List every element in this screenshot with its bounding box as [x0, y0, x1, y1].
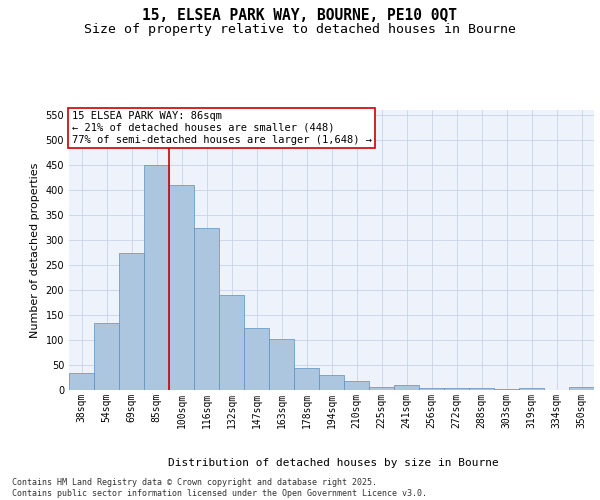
Bar [119, 252, 144, 390]
Bar [569, 387, 594, 390]
Text: Size of property relative to detached houses in Bourne: Size of property relative to detached ho… [84, 22, 516, 36]
Bar [369, 386, 394, 390]
Y-axis label: Number of detached properties: Number of detached properties [30, 162, 40, 338]
Text: 15, ELSEA PARK WAY, BOURNE, PE10 0QT: 15, ELSEA PARK WAY, BOURNE, PE10 0QT [143, 8, 458, 22]
Bar [144, 165, 169, 390]
Bar [69, 372, 94, 390]
Bar [94, 322, 119, 390]
Bar [269, 338, 294, 390]
Text: Distribution of detached houses by size in Bourne: Distribution of detached houses by size … [167, 458, 499, 468]
Bar [469, 388, 494, 390]
Bar [294, 368, 319, 390]
Bar [219, 295, 244, 390]
Text: Contains HM Land Registry data © Crown copyright and database right 2025.
Contai: Contains HM Land Registry data © Crown c… [12, 478, 427, 498]
Bar [194, 228, 219, 390]
Bar [519, 388, 544, 390]
Bar [494, 388, 519, 390]
Bar [444, 388, 469, 390]
Bar [319, 375, 344, 390]
Bar [169, 185, 194, 390]
Bar [244, 328, 269, 390]
Bar [394, 385, 419, 390]
Bar [419, 388, 444, 390]
Bar [344, 381, 369, 390]
Text: 15 ELSEA PARK WAY: 86sqm
← 21% of detached houses are smaller (448)
77% of semi-: 15 ELSEA PARK WAY: 86sqm ← 21% of detach… [71, 112, 371, 144]
